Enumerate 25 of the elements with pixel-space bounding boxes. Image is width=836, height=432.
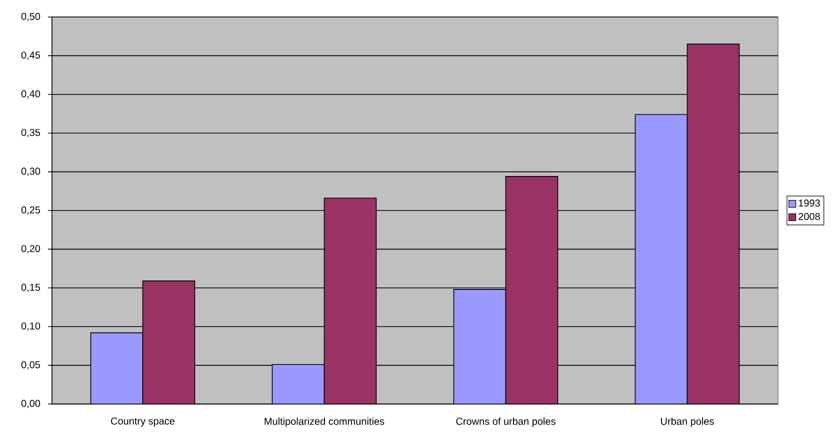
bar xyxy=(453,289,506,404)
bar xyxy=(272,364,325,404)
x-tick-label: Crowns of urban poles xyxy=(456,418,556,427)
bar xyxy=(142,280,196,404)
y-tick-label: 0,40 xyxy=(21,90,40,99)
bar xyxy=(634,114,688,404)
y-tick-label: 0,25 xyxy=(21,206,40,215)
y-tick-label: 0,45 xyxy=(21,52,40,60)
y-tick-label: 0,05 xyxy=(21,361,40,370)
bar xyxy=(324,198,377,404)
bar xyxy=(686,44,740,404)
y-tick-label: 0,50 xyxy=(21,12,40,22)
x-tick-label: Urban poles xyxy=(661,418,714,427)
bar xyxy=(505,176,558,404)
bar xyxy=(90,332,144,404)
y-tick-label: 0,10 xyxy=(21,322,40,331)
y-tick-label: 0,30 xyxy=(21,168,40,176)
y-tick-label: 0,00 xyxy=(21,400,40,408)
legend-label: 2008 xyxy=(798,212,820,220)
y-tick-label: 0,20 xyxy=(21,245,40,254)
y-tick-label: 0,15 xyxy=(21,284,40,292)
x-tick-label: Country space xyxy=(111,418,175,427)
y-tick-label: 0,35 xyxy=(21,128,40,138)
x-tick-label: Multipolarized communities xyxy=(264,418,384,427)
legend-label: 1993 xyxy=(798,200,820,207)
